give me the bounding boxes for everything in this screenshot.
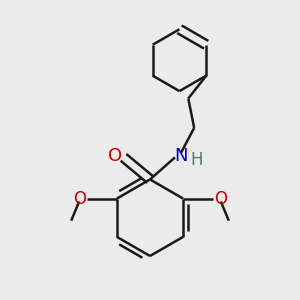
Text: H: H — [190, 151, 203, 169]
Text: N: N — [174, 147, 188, 165]
Text: O: O — [108, 147, 122, 165]
Text: O: O — [73, 190, 86, 208]
Text: O: O — [214, 190, 227, 208]
